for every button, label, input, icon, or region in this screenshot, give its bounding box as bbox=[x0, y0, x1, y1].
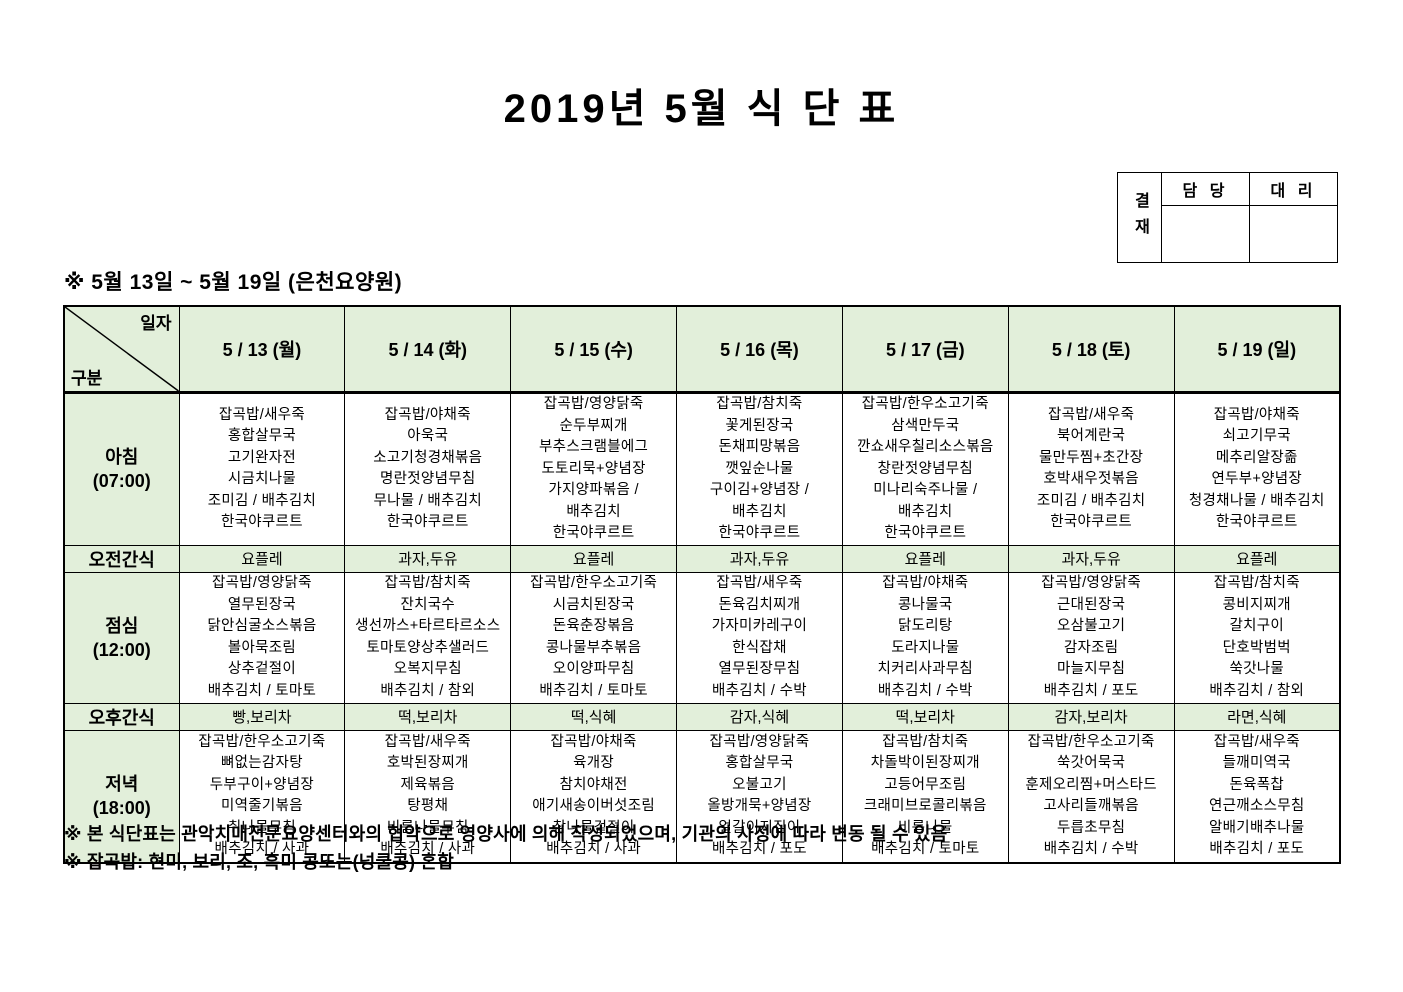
approval-stamp-label: 결재 bbox=[1118, 173, 1162, 262]
day-header: 5 / 18 (토) bbox=[1007, 305, 1175, 394]
approval-signature-cell bbox=[1162, 206, 1249, 262]
meal-cell: 잡곡밥/새우죽 북어계란국 물만두찜+초간장 호박새우젓볶음 조미김 / 배추김… bbox=[1007, 392, 1175, 546]
snack-cell: 과자,두유 bbox=[676, 544, 843, 573]
meal-cell: 잡곡밥/한우소고기죽 삼색만두국 깐쇼새우칠리소스볶음 창란젓양념무침 미나리숙… bbox=[841, 392, 1009, 546]
meal-cell: 잡곡밥/참치죽 차돌박이된장찌개 고등어무조림 크래미브로콜리볶음 비름나물 배… bbox=[841, 729, 1009, 864]
snack-cell: 빵,보리차 bbox=[178, 702, 346, 731]
breakfast-row: 아침 (07:00) 잡곡밥/새우죽 홍합살무국 고기완자전 시금치나물 조미김… bbox=[63, 392, 1341, 546]
meal-cell: 잡곡밥/야채죽 육개장 참치야채전 애기새송이버섯조림 참나물겉절이 배추김치 … bbox=[510, 729, 678, 864]
meal-cell: 잡곡밥/새우죽 들깨미역국 돈육폭찹 연근깨소스무침 알배기배추나물 배추김치 … bbox=[1173, 729, 1341, 864]
approval-signature-cell bbox=[1250, 206, 1337, 262]
row-label-morning-snack: 오전간식 bbox=[63, 544, 180, 573]
afternoon-snack-row: 오후간식 빵,보리차 떡,보리차 떡,식혜 감자,식혜 떡,보리차 감자,보리차… bbox=[63, 702, 1341, 731]
footnote-line: ※ 본 식단표는 관악치매전문요양센터와의 협약으로 영양사에 의해 작성되었으… bbox=[64, 824, 948, 844]
lunch-row: 점심 (12:00) 잡곡밥/영양닭죽 열무된장국 닭안심굴소스볶음 볼아묵조림… bbox=[63, 571, 1341, 704]
day-header: 5 / 13 (월) bbox=[178, 305, 346, 394]
footnotes: ※ 본 식단표는 관악치매전문요양센터와의 협약으로 영양사에 의해 작성되었으… bbox=[64, 820, 947, 876]
snack-cell: 요플레 bbox=[178, 544, 346, 573]
approval-col-damdang: 담 당 bbox=[1162, 173, 1249, 262]
approval-box: 결재 담 당 대 리 bbox=[1117, 172, 1338, 263]
meal-cell: 잡곡밥/한우소고기죽 시금치된장국 돈육춘장볶음 콩나물부추볶음 오이양파무침 … bbox=[510, 571, 678, 704]
row-label-lunch: 점심 (12:00) bbox=[63, 571, 180, 704]
day-header: 5 / 15 (수) bbox=[510, 305, 678, 394]
snack-cell: 요플레 bbox=[510, 544, 678, 573]
diagonal-divider bbox=[65, 307, 179, 391]
snack-cell: 떡,보리차 bbox=[841, 702, 1009, 731]
snack-cell: 라면,식혜 bbox=[1173, 702, 1341, 731]
corner-label-category: 구분 bbox=[71, 369, 103, 388]
row-label-breakfast: 아침 (07:00) bbox=[63, 392, 180, 546]
meal-cell: 잡곡밥/새우죽 홍합살무국 고기완자전 시금치나물 조미김 / 배추김치 한국야… bbox=[178, 392, 346, 546]
approval-col-daeri: 대 리 bbox=[1249, 173, 1337, 262]
menu-table: 일자 구분 5 / 13 (월) 5 / 14 (화) 5 / 15 (수) 5… bbox=[63, 305, 1341, 864]
day-header: 5 / 17 (금) bbox=[841, 305, 1009, 394]
day-header: 5 / 19 (일) bbox=[1173, 305, 1341, 394]
corner-label-date: 일자 bbox=[140, 314, 172, 333]
approval-columns: 담 당 대 리 bbox=[1162, 173, 1337, 262]
meal-cell: 잡곡밥/야채죽 아욱국 소고기청경채볶음 명란젓양념무침 무나물 / 배추김치 … bbox=[344, 392, 512, 546]
snack-cell: 감자,보리차 bbox=[1007, 702, 1175, 731]
snack-cell: 떡,식혜 bbox=[510, 702, 678, 731]
approval-header-damdang: 담 당 bbox=[1162, 173, 1249, 206]
page-title: 2019년 5월 식 단 표 bbox=[503, 87, 900, 131]
meal-cell: 잡곡밥/한우소고기죽 뼈없는감자탕 두부구이+양념장 미역줄기볶음 취나물무침 … bbox=[178, 729, 346, 864]
footnote-line: ※ 잡곡밥: 현미, 보리, 조, 흑미 콩또는(넝쿨콩) 혼합 bbox=[64, 852, 454, 872]
snack-cell: 과자,두유 bbox=[344, 544, 512, 573]
day-header: 5 / 16 (목) bbox=[676, 305, 843, 394]
meal-cell: 잡곡밥/참치죽 잔치국수 생선까스+타르타르소스 토마토양상추샐러드 오복지무침… bbox=[344, 571, 512, 704]
meal-cell: 잡곡밥/영양닭죽 근대된장국 오삼불고기 감자조림 마늘지무침 배추김치 / 포… bbox=[1007, 571, 1175, 704]
row-label-afternoon-snack: 오후간식 bbox=[63, 702, 180, 731]
row-label-dinner: 저녁 (18:00) bbox=[63, 729, 180, 864]
snack-cell: 요플레 bbox=[1173, 544, 1341, 573]
meal-cell: 잡곡밥/야채죽 쇠고기무국 메추리알장졺 연두부+양념장 청경채나물 / 배추김… bbox=[1173, 392, 1341, 546]
snack-cell: 감자,식혜 bbox=[676, 702, 843, 731]
meal-cell: 잡곡밥/새우죽 호박된장찌개 제육볶음 탕평채 비름나물무침 배추김치 / 사과 bbox=[344, 729, 512, 864]
meal-cell: 잡곡밥/참치죽 콩비지찌개 갈치구이 단호박범벅 쑥갓나물 배추김치 / 참외 bbox=[1173, 571, 1341, 704]
week-range-subtitle: ※ 5월 13일 ~ 5월 19일 (은천요양원) bbox=[64, 271, 403, 294]
snack-cell: 요플레 bbox=[841, 544, 1009, 573]
corner-cell: 일자 구분 bbox=[63, 305, 180, 394]
day-header: 5 / 14 (화) bbox=[344, 305, 512, 394]
morning-snack-row: 오전간식 요플레 과자,두유 요플레 과자,두유 요플레 과자,두유 요플레 bbox=[63, 544, 1341, 573]
meal-cell: 잡곡밥/한우소고기죽 쑥갓어묵국 훈제오리찜+머스타드 고사리들깨볶음 두릅초무… bbox=[1007, 729, 1175, 864]
meal-cell: 잡곡밥/야채죽 콩나물국 닭도리탕 도라지나물 치커리사과무침 배추김치 / 수… bbox=[841, 571, 1009, 704]
meal-cell: 잡곡밥/영양닭죽 홍합살무국 오불고기 올방개묵+양념장 얼갈이지짐이 배추김치… bbox=[676, 729, 843, 864]
meal-cell: 잡곡밥/영양닭죽 순두부찌개 부추스크램블에그 도토리묵+양념장 가지양파볶음 … bbox=[510, 392, 678, 546]
snack-cell: 떡,보리차 bbox=[344, 702, 512, 731]
approval-header-daeri: 대 리 bbox=[1250, 173, 1337, 206]
meal-cell: 잡곡밥/영양닭죽 열무된장국 닭안심굴소스볶음 볼아묵조림 상추겉절이 배추김치… bbox=[178, 571, 346, 704]
dinner-row: 저녁 (18:00) 잡곡밥/한우소고기죽 뼈없는감자탕 두부구이+양념장 미역… bbox=[63, 729, 1341, 864]
table-header-row: 일자 구분 5 / 13 (월) 5 / 14 (화) 5 / 15 (수) 5… bbox=[63, 305, 1341, 394]
snack-cell: 과자,두유 bbox=[1007, 544, 1175, 573]
meal-cell: 잡곡밥/새우죽 돈육김치찌개 가자미카레구이 한식잡채 열무된장무침 배추김치 … bbox=[676, 571, 843, 704]
meal-cell: 잡곡밥/참치죽 꽃게된장국 돈채피망볶음 깻잎순나물 구이김+양념장 / 배추김… bbox=[676, 392, 843, 546]
